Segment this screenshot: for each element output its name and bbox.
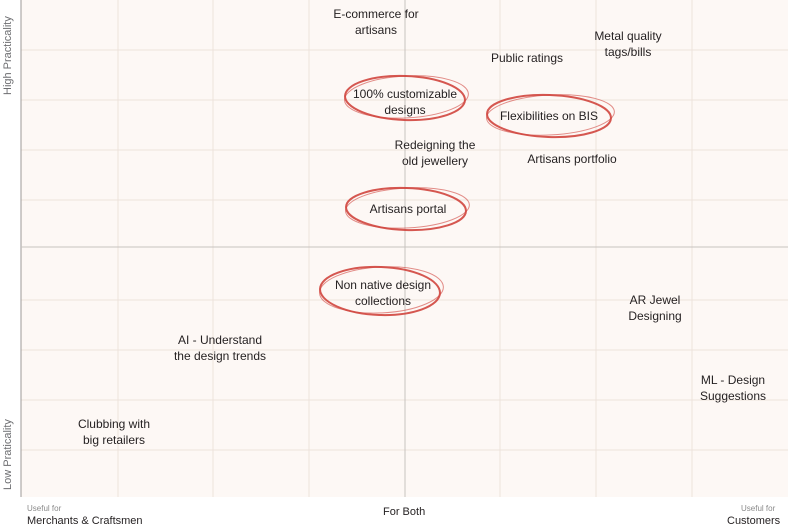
item-ecommerce-artisans: E-commerce for artisans: [333, 7, 419, 37]
highlight-circle: [486, 94, 615, 136]
item-ml-design-suggestions: ML - Design Suggestions: [699, 373, 767, 403]
item-non-native-design: Non native design collections: [334, 278, 432, 308]
item-ai-design-trends: AI - Understand the design trends: [173, 333, 267, 363]
highlight-circle: [344, 75, 469, 119]
y-axis-label-low: Low Praticality: [2, 419, 14, 490]
y-axis-label-high: High Practicality: [2, 16, 14, 95]
x-axis-left-caption: Useful for: [27, 504, 62, 513]
x-axis-center-label: For Both: [383, 506, 426, 518]
item-redesigning-old-jewellery: Redeigning the old jewellery: [394, 138, 476, 168]
item-public-ratings: Public ratings: [490, 51, 564, 65]
highlight-circle: [319, 266, 444, 314]
item-clubbing-retailers: Clubbing with big retailers: [77, 417, 151, 447]
x-axis-right-label: Customers: [727, 515, 781, 527]
item-customizable-designs: 100% customizable designs: [352, 87, 458, 117]
item-metal-quality-tags: Metal quality tags/bills: [594, 29, 662, 59]
x-axis-right-caption: Useful for: [741, 504, 776, 513]
item-flexibilities-bis: Flexibilities on BIS: [499, 109, 599, 123]
item-artisans-portal: Artisans portal: [369, 202, 447, 216]
highlight-circle: [345, 187, 470, 229]
x-axis-left-label: Merchants & Craftsmen: [27, 515, 143, 527]
item-artisans-portfolio: Artisans portfolio: [527, 152, 617, 166]
item-ar-jewel-designing: AR Jewel Designing: [628, 293, 682, 323]
